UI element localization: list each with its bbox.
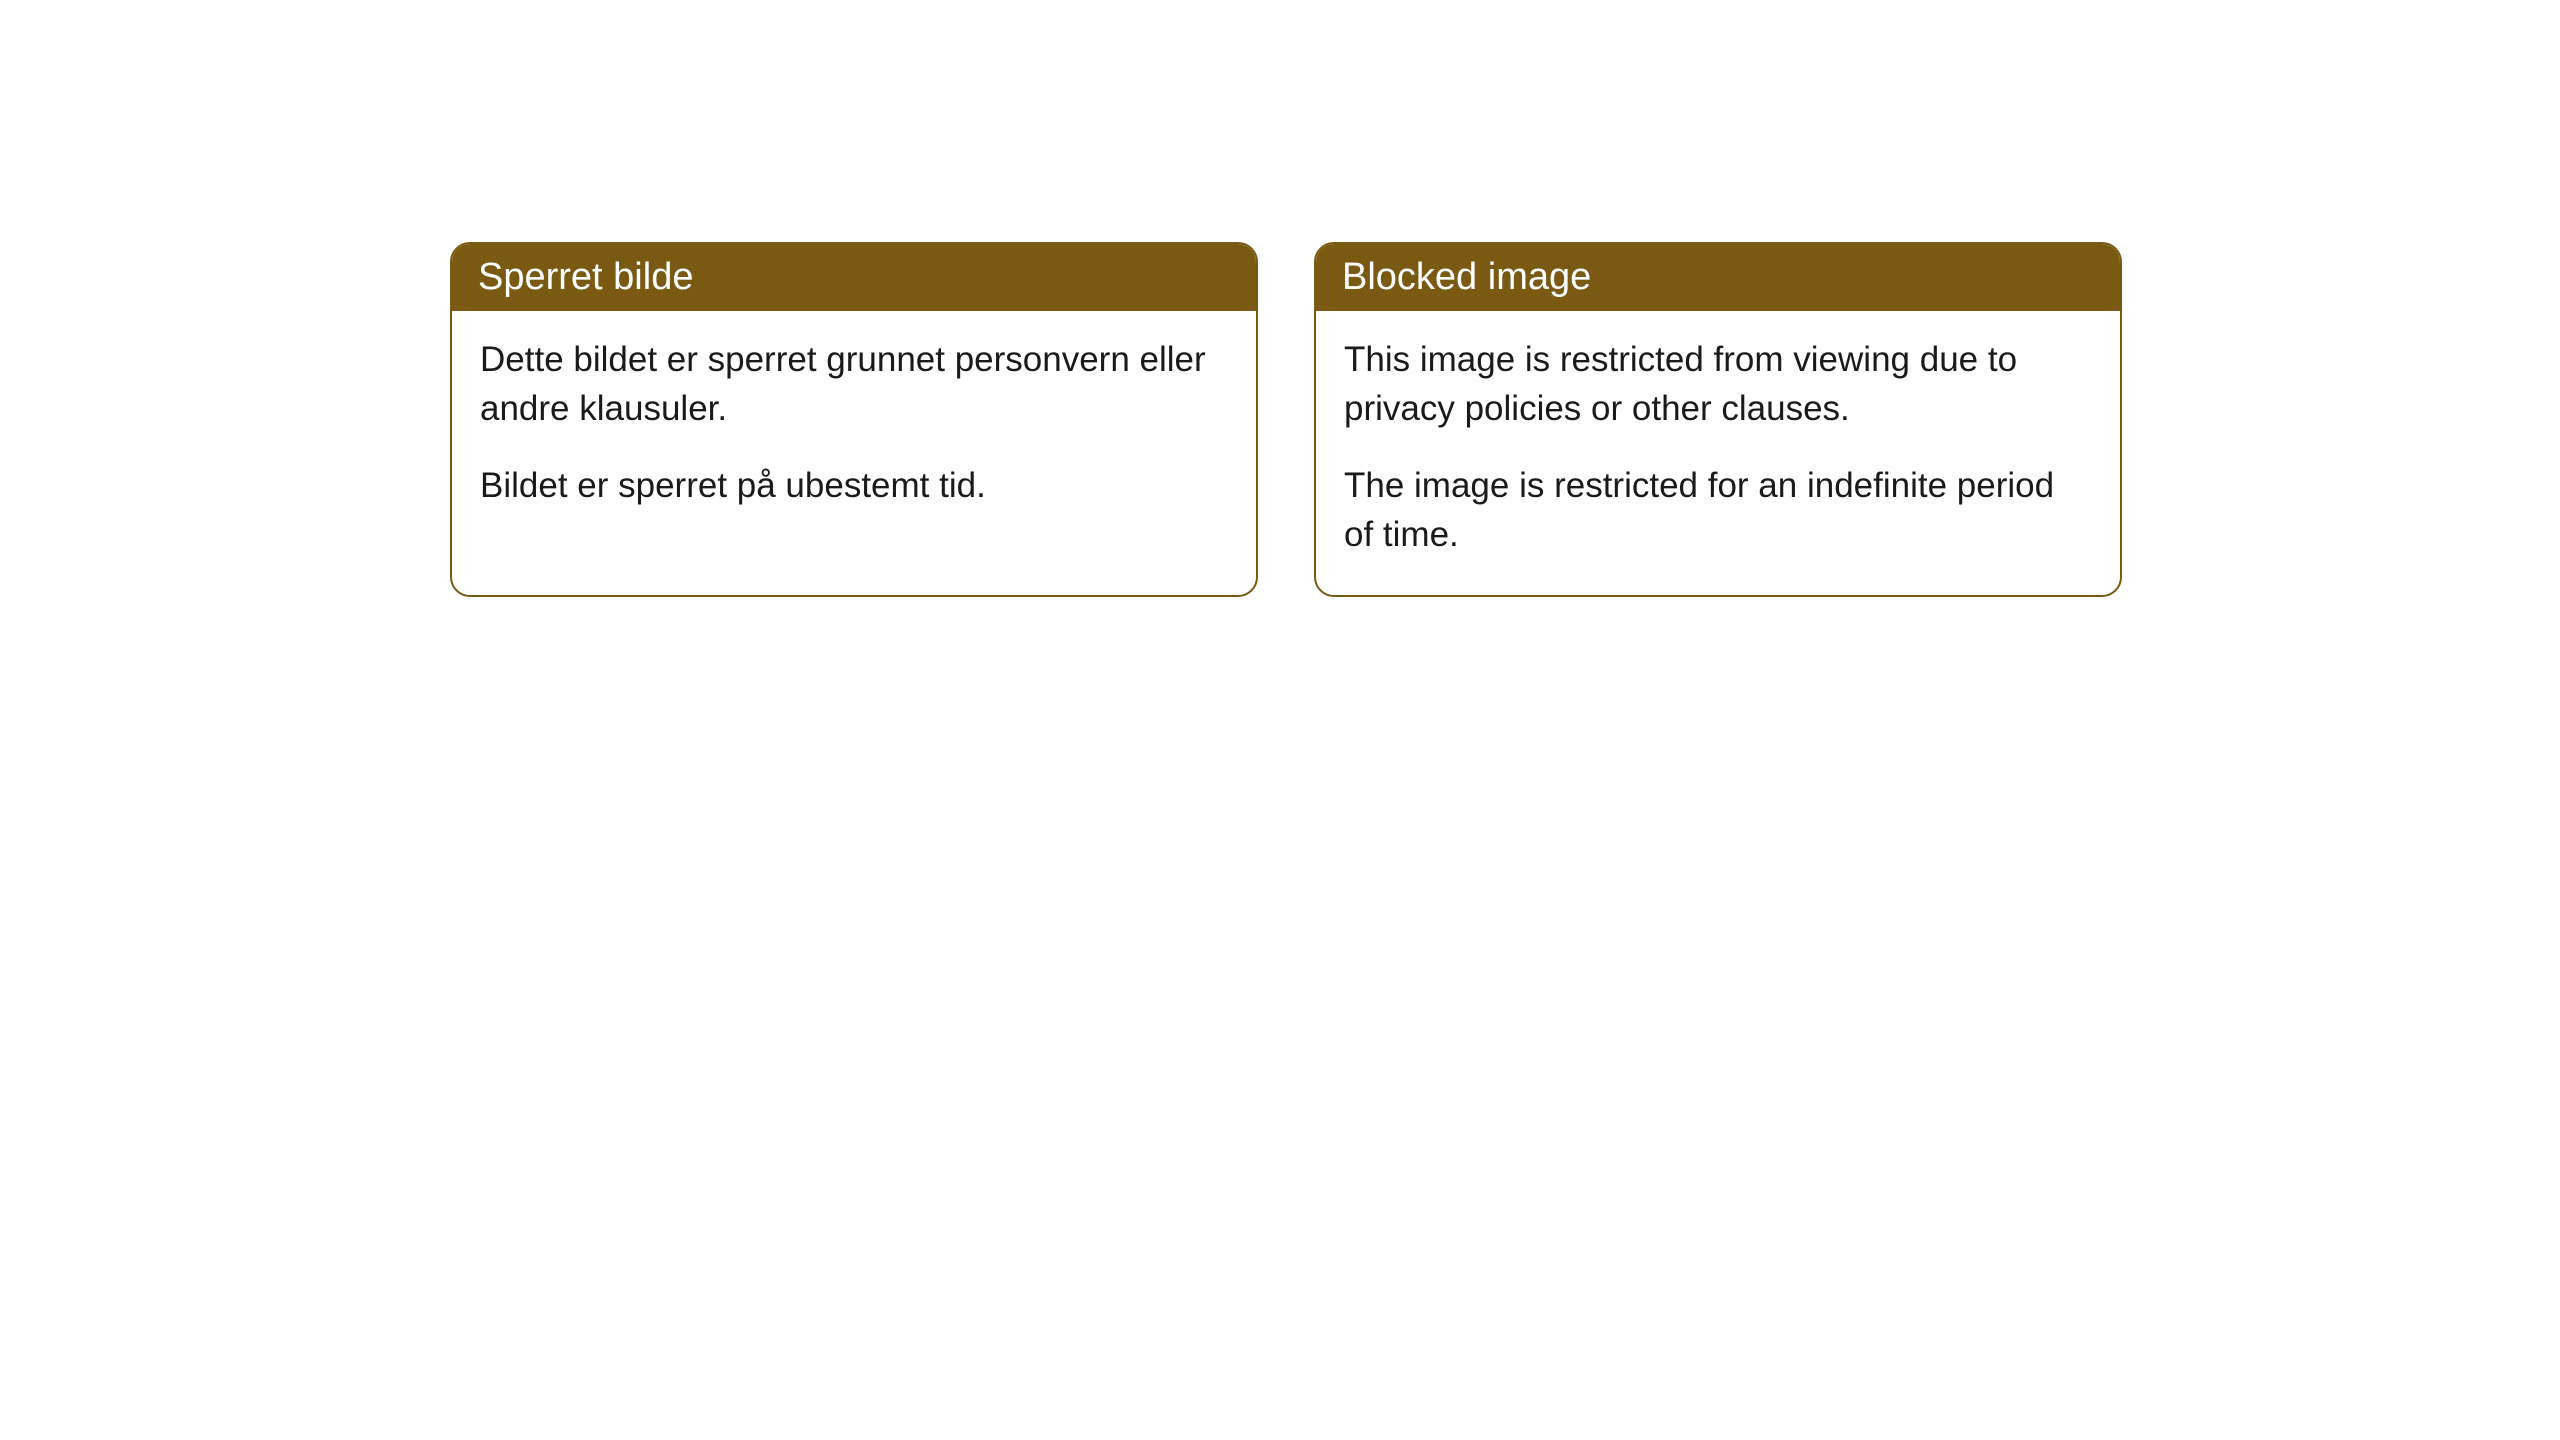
card-english: Blocked image This image is restricted f… <box>1314 242 2122 597</box>
card-body-english: This image is restricted from viewing du… <box>1316 311 2120 595</box>
card-paragraph-1-english: This image is restricted from viewing du… <box>1344 335 2092 433</box>
card-norwegian: Sperret bilde Dette bildet er sperret gr… <box>450 242 1258 597</box>
card-header-english: Blocked image <box>1316 244 2120 311</box>
cards-container: Sperret bilde Dette bildet er sperret gr… <box>450 242 2122 597</box>
card-body-norwegian: Dette bildet er sperret grunnet personve… <box>452 311 1256 546</box>
card-header-norwegian: Sperret bilde <box>452 244 1256 311</box>
card-paragraph-2-english: The image is restricted for an indefinit… <box>1344 461 2092 559</box>
card-paragraph-1-norwegian: Dette bildet er sperret grunnet personve… <box>480 335 1228 433</box>
card-paragraph-2-norwegian: Bildet er sperret på ubestemt tid. <box>480 461 1228 510</box>
